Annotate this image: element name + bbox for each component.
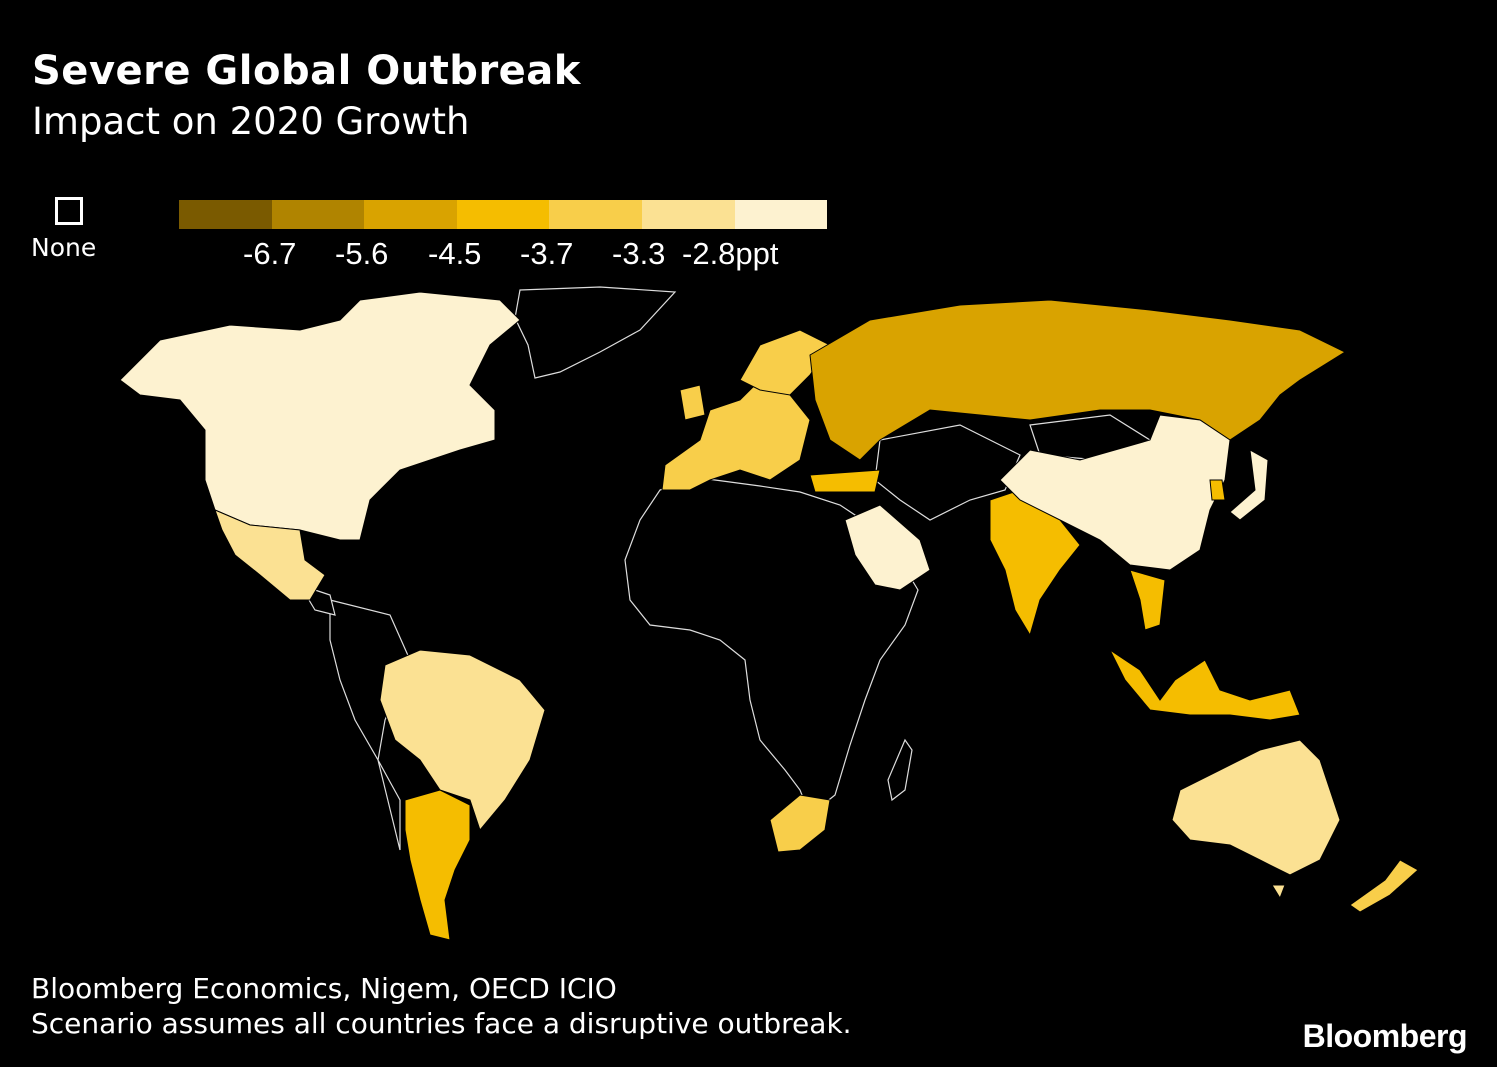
legend-tick: -5.6 bbox=[335, 236, 389, 271]
legend-none-label: None bbox=[31, 233, 97, 262]
legend-color-scale bbox=[179, 200, 828, 229]
legend-tick: -6.7 bbox=[243, 236, 297, 271]
legend-color-swatch bbox=[179, 200, 272, 229]
legend-tick: -3.7 bbox=[520, 236, 574, 271]
region-new-zealand bbox=[1349, 859, 1419, 913]
region-north-america bbox=[119, 291, 521, 541]
region-brazil bbox=[379, 649, 546, 832]
region-south-africa bbox=[769, 794, 831, 853]
scenario-note: Scenario assumes all countries face a di… bbox=[31, 1007, 852, 1040]
region-japan bbox=[1229, 449, 1269, 521]
legend-color-swatch bbox=[734, 200, 828, 229]
region-madagascar bbox=[887, 738, 913, 802]
region-korea bbox=[1209, 479, 1226, 501]
region-australia bbox=[1171, 739, 1341, 876]
legend-none-swatch bbox=[55, 197, 83, 225]
legend-color-swatch bbox=[641, 200, 735, 229]
region-mexico bbox=[214, 509, 326, 601]
colored-regions bbox=[119, 291, 1419, 941]
region-tasmania bbox=[1271, 884, 1286, 900]
region-southeast-asia bbox=[1129, 569, 1166, 631]
region-western-europe bbox=[661, 379, 811, 491]
chart-title: Severe Global Outbreak bbox=[32, 48, 581, 94]
source-text: Bloomberg Economics, Nigem, OECD ICIO bbox=[31, 972, 617, 1005]
region-saudi-arabia bbox=[844, 504, 931, 591]
world-map bbox=[119, 286, 1419, 941]
legend-color-swatch bbox=[549, 200, 642, 229]
legend-tick: -2.8ppt bbox=[682, 236, 779, 271]
region-argentina bbox=[404, 789, 471, 941]
bloomberg-logo: Bloomberg bbox=[1302, 1018, 1468, 1054]
legend-color-swatch bbox=[364, 200, 457, 229]
region-indonesia bbox=[1108, 648, 1301, 721]
legend-tick: -4.5 bbox=[428, 236, 482, 271]
region-central-asia bbox=[874, 424, 1021, 521]
legend-tick: -3.3 bbox=[612, 236, 666, 271]
region-uk bbox=[679, 384, 706, 421]
region-turkey bbox=[809, 469, 881, 493]
legend-color-swatch bbox=[271, 200, 365, 229]
legend-color-swatch bbox=[456, 200, 550, 229]
chart-subtitle: Impact on 2020 Growth bbox=[32, 100, 470, 143]
region-greenland bbox=[514, 286, 677, 379]
